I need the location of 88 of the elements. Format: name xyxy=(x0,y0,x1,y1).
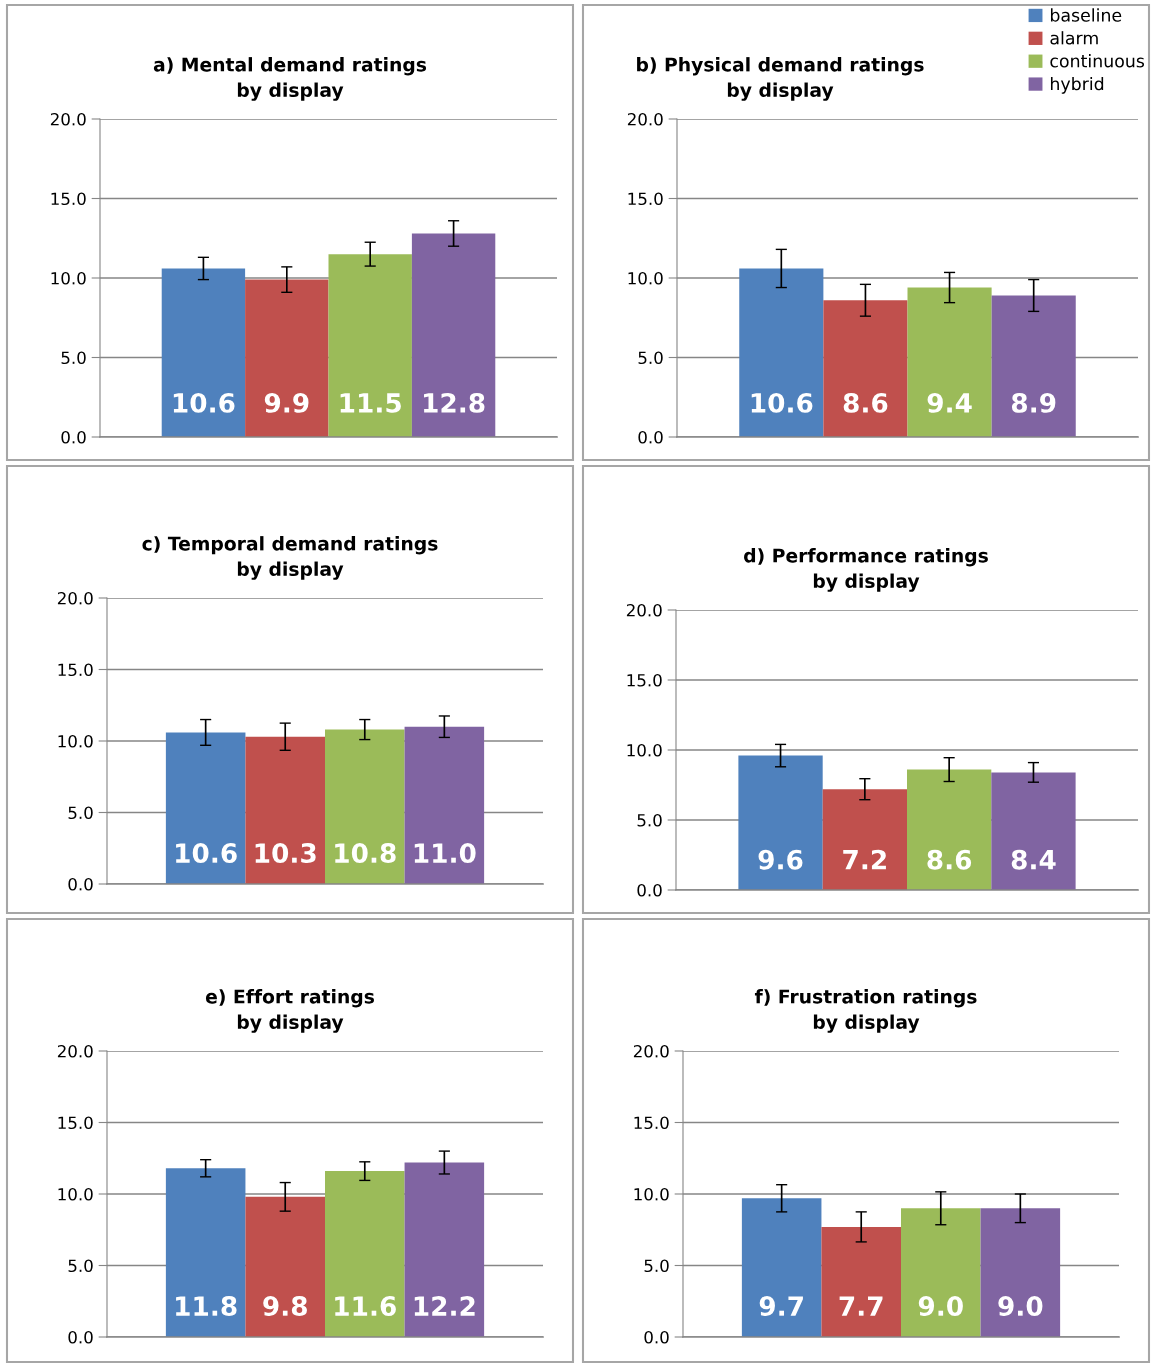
y-tick-label: 15.0 xyxy=(58,663,93,677)
bar xyxy=(991,295,1076,437)
data-label: 8.6 xyxy=(927,849,972,870)
y-tick-label: 5.0 xyxy=(637,813,662,827)
data-label: 9.4 xyxy=(927,392,972,413)
bar xyxy=(165,1168,246,1337)
data-label: 10.6 xyxy=(751,392,813,413)
y-tick-label: 0.0 xyxy=(644,1330,669,1344)
y-tick-label: 15.0 xyxy=(627,673,662,687)
bar xyxy=(741,1198,822,1337)
y-tick-label: 10.0 xyxy=(58,1187,93,1201)
y-tick-label: 5.0 xyxy=(638,351,663,365)
bar xyxy=(411,233,496,437)
data-label: 11.5 xyxy=(340,393,401,413)
bar xyxy=(907,769,992,890)
y-tick-label: 10.0 xyxy=(58,734,93,748)
y-tick-label: 5.0 xyxy=(644,1259,669,1273)
legend-label: baseline xyxy=(1050,8,1122,22)
data-label: 8.6 xyxy=(843,392,888,413)
data-label: 11.6 xyxy=(335,1296,396,1317)
bar xyxy=(821,1226,901,1337)
legend-label: alarm xyxy=(1050,31,1098,45)
bar xyxy=(161,268,246,437)
data-label: 8.4 xyxy=(1011,849,1056,870)
y-tick-label: 20.0 xyxy=(57,591,93,605)
y-tick-label: 15.0 xyxy=(51,192,86,206)
bar xyxy=(245,736,325,884)
data-label: 11.8 xyxy=(176,1296,237,1317)
bar xyxy=(823,300,908,437)
bar xyxy=(980,1208,1061,1337)
chart-title: c) Temporal demand ratings by display xyxy=(142,536,438,580)
data-label: 10.3 xyxy=(255,843,316,864)
y-tick-label: 10.0 xyxy=(628,271,663,285)
data-label: 11.0 xyxy=(414,843,476,864)
y-tick-label: 0.0 xyxy=(637,883,662,897)
data-label: 7.7 xyxy=(839,1296,883,1316)
bar xyxy=(739,268,824,437)
bar xyxy=(907,287,992,437)
y-tick-label: 5.0 xyxy=(68,806,93,820)
data-label: 9.6 xyxy=(758,849,803,870)
chart-title: f) Frustration ratings by display xyxy=(754,989,977,1033)
y-tick-label: 0.0 xyxy=(638,430,663,444)
chart-title: e) Effort ratings by display xyxy=(205,989,374,1033)
y-tick-label: 15.0 xyxy=(628,192,663,206)
bar xyxy=(738,755,823,890)
y-tick-label: 20.0 xyxy=(626,603,662,617)
y-tick-label: 20.0 xyxy=(627,112,663,126)
y-tick-label: 0.0 xyxy=(68,1330,93,1344)
data-label: 9.0 xyxy=(918,1296,963,1317)
y-tick-label: 20.0 xyxy=(57,1044,93,1058)
data-label: 9.9 xyxy=(264,392,309,413)
data-label: 8.9 xyxy=(1011,392,1056,413)
y-tick-label: 0.0 xyxy=(68,877,93,891)
bar xyxy=(404,726,485,884)
data-label: 10.8 xyxy=(335,843,396,864)
bar xyxy=(325,729,405,884)
y-tick-label: 5.0 xyxy=(61,351,86,365)
bar xyxy=(245,279,329,437)
y-tick-label: 15.0 xyxy=(634,1116,669,1130)
y-tick-label: 10.0 xyxy=(627,743,662,757)
y-tick-label: 5.0 xyxy=(68,1259,93,1273)
bar xyxy=(822,789,907,890)
y-tick-label: 15.0 xyxy=(58,1116,93,1130)
bar xyxy=(325,1171,405,1337)
y-tick-label: 10.0 xyxy=(51,271,86,285)
bar xyxy=(901,1208,981,1337)
chart-title: b) Physical demand ratings by display xyxy=(637,57,924,101)
bar xyxy=(404,1162,485,1337)
bar xyxy=(245,1196,325,1337)
data-label: 9.7 xyxy=(759,1296,803,1317)
y-tick-label: 20.0 xyxy=(50,112,86,126)
data-label: 12.8 xyxy=(424,392,485,413)
legend-label: hybrid xyxy=(1050,76,1104,94)
data-label: 7.2 xyxy=(843,849,886,870)
y-tick-label: 10.0 xyxy=(634,1187,669,1201)
y-tick-label: 20.0 xyxy=(633,1044,669,1058)
chart-title: d) Performance ratings by display xyxy=(744,548,988,592)
bar xyxy=(991,772,1076,890)
data-label: 12.2 xyxy=(414,1296,475,1316)
data-label: 10.6 xyxy=(173,392,235,413)
bar xyxy=(328,254,412,437)
data-label: 9.0 xyxy=(998,1296,1043,1317)
data-label: 10.6 xyxy=(176,843,237,864)
chart-title: a) Mental demand ratings by display xyxy=(153,57,427,101)
data-label: 9.8 xyxy=(263,1296,307,1317)
y-tick-label: 0.0 xyxy=(61,430,86,444)
legend-label: continuous xyxy=(1050,54,1145,68)
bar xyxy=(165,732,246,884)
